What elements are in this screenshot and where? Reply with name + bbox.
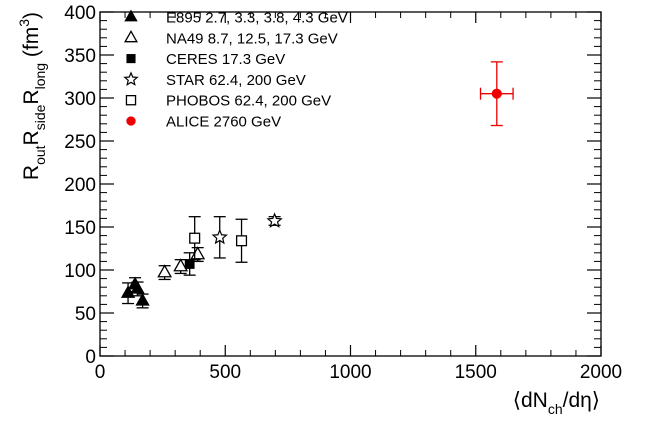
legend: E895 2.7, 3.3, 3.8, 4.3 GeV NA49 8.7, 12.… (123, 9, 348, 131)
legend-item: PHOBOS 62.4, 200 GeV (125, 93, 331, 110)
series-phobos-62-4-200-gev (188, 216, 248, 263)
data-point (211, 216, 228, 259)
axis-ticks (99, 11, 602, 357)
series-alice-2760-gev (479, 61, 514, 127)
legend-item: E895 2.7, 3.3, 3.8, 4.3 GeV (124, 9, 348, 27)
legend-marker (126, 54, 136, 64)
series-star-62-4-200-gev (211, 212, 283, 259)
data-point (157, 264, 173, 281)
data-point (235, 218, 248, 263)
legend-label: CERES 17.3 GeV (166, 51, 285, 68)
y-tick-label: 200 (64, 175, 96, 196)
legend-label: E895 2.7, 3.3, 3.8, 4.3 GeV (166, 10, 348, 27)
data-point (173, 258, 189, 275)
series-ceres-17-3-gev (183, 252, 196, 276)
legend-item: STAR 62.4, 200 GeV (123, 71, 306, 89)
data-point (120, 282, 136, 305)
x-tick-label: 500 (209, 362, 241, 383)
y-tick-label: 50 (75, 304, 96, 325)
legend-label: ALICE 2760 GeV (166, 114, 281, 131)
legend-label: STAR 62.4, 200 GeV (166, 72, 306, 89)
legend-marker (125, 95, 137, 106)
legend-item: NA49 8.7, 12.5, 17.3 GeV (124, 29, 338, 47)
data-point (183, 252, 196, 276)
series-e895-2-7-3-3-3-8-4-3-gev (120, 276, 150, 309)
y-tick-label: 150 (64, 218, 96, 239)
x-tick-label: 1500 (455, 362, 497, 383)
y-tick-label: 400 (64, 3, 96, 24)
data-point (188, 216, 201, 261)
axis-tick-labels: 0 500 1000 1500 2000 0 50 100 150 200 250 300 350 400 (64, 3, 622, 383)
data-points (120, 61, 514, 309)
x-axis-label: ⟨dNch/dη⟩ (513, 389, 600, 417)
x-tick-label: 0 (95, 362, 106, 383)
data-point (130, 280, 145, 297)
data-point (135, 292, 150, 309)
y-tick-label: 100 (64, 261, 96, 282)
y-tick-label: 250 (64, 132, 96, 153)
y-tick-label: 300 (64, 89, 96, 110)
x-tick-label: 1000 (329, 362, 371, 383)
y-tick-label: 0 (85, 347, 96, 368)
legend-marker (126, 116, 136, 126)
legend-label: PHOBOS 62.4, 200 GeV (166, 93, 331, 110)
y-tick-label: 350 (64, 46, 96, 67)
legend-item: ALICE 2760 GeV (126, 114, 281, 131)
legend-item: CERES 17.3 GeV (126, 51, 285, 68)
series-na49-8-7-12-5-17-3-gev (157, 246, 206, 281)
legend-marker (124, 29, 138, 43)
legend-label: NA49 8.7, 12.5, 17.3 GeV (166, 30, 338, 47)
data-point (479, 61, 514, 127)
y-axis-label: RoutRsideRlong (fm3) (16, 12, 48, 180)
data-point (266, 212, 283, 228)
legend-marker (124, 9, 138, 22)
x-tick-label: 2000 (580, 362, 622, 383)
legend-marker (123, 71, 139, 86)
